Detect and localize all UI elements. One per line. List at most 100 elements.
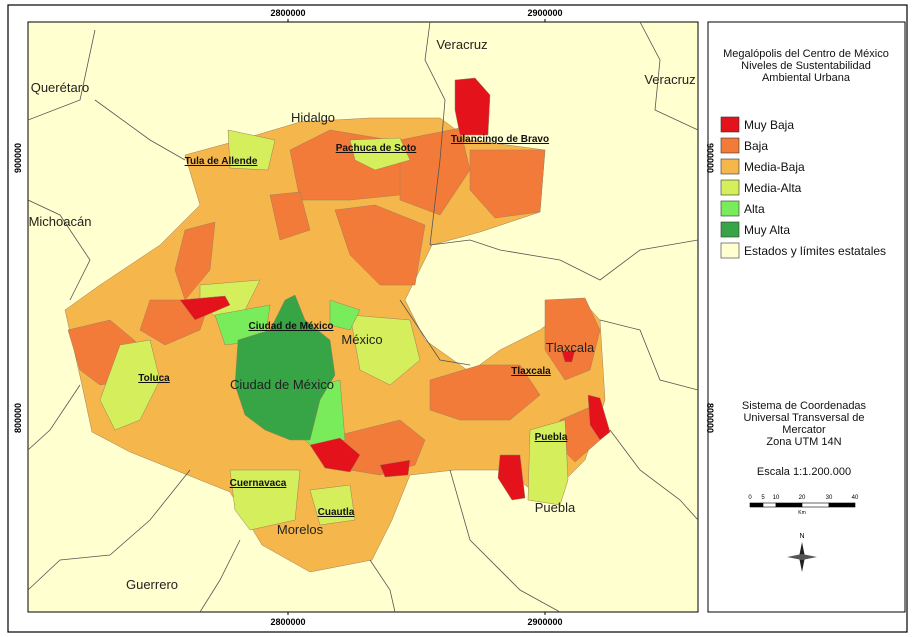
region-polygon (454, 77, 491, 136)
region-polygon (227, 129, 276, 171)
region-polygon (309, 437, 361, 473)
state-boundary (369, 559, 396, 612)
city-label: Ciudad de México (248, 321, 333, 332)
city-label: Pachuca de Soto (336, 143, 417, 154)
region-polygon (379, 459, 411, 478)
region-label: México (341, 332, 382, 347)
legend-swatch (720, 221, 740, 238)
state-boundary (199, 539, 241, 612)
scale-tick: 30 (826, 495, 833, 501)
legend-swatch (720, 242, 740, 259)
legend-label: Muy Baja (744, 118, 794, 132)
region-label: Michoacán (29, 214, 92, 229)
north-arrow (787, 554, 817, 560)
state-boundary (399, 299, 471, 366)
scale-tick: 0 (748, 495, 752, 501)
scale-tick: 20 (799, 495, 806, 501)
region-polygon (587, 394, 611, 441)
state-boundary (609, 429, 698, 521)
region-polygon (399, 127, 471, 216)
legend-label: Estados y límites estatales (744, 244, 886, 258)
scale-segment (775, 502, 803, 508)
region-label: Ciudad de México (230, 377, 334, 392)
region-polygon (229, 469, 301, 531)
state-boundary (28, 469, 191, 591)
scale-segment (801, 502, 830, 508)
x-tick-top: 2800000 (270, 8, 305, 18)
region-polygon (497, 454, 526, 501)
scale-segment (749, 502, 764, 508)
region-polygon (309, 484, 356, 526)
region-polygon (99, 339, 161, 431)
state-boundary (28, 199, 91, 301)
legend-swatch (720, 137, 740, 154)
legend-label: Baja (744, 139, 768, 153)
region-polygon (234, 294, 336, 441)
y-tick-right: 800000 (705, 403, 715, 433)
city-label: Cuernavaca (230, 478, 287, 489)
legend-frame (707, 21, 906, 613)
region-label: Puebla (535, 500, 576, 515)
legend-label: Alta (744, 202, 765, 216)
state-boundary (424, 22, 446, 246)
region-polygon (334, 204, 426, 286)
region-polygon (174, 221, 216, 301)
region-polygon (527, 419, 569, 506)
legend-swatch (720, 116, 740, 133)
y-tick-right: 900000 (705, 143, 715, 173)
state-boundary (28, 384, 81, 451)
region-label: Tlaxcala (546, 340, 595, 355)
state-boundary (429, 239, 698, 281)
scale-segment (762, 502, 777, 508)
region-polygon (179, 295, 231, 321)
x-tick-bottom: 2800000 (270, 617, 305, 627)
scale-tick: 5 (761, 495, 765, 501)
coordinate-text: Universal Transversal de (743, 412, 864, 424)
coordinate-text: Sistema de Coordenadas (742, 400, 867, 412)
region-polygon (561, 349, 576, 363)
north-label: N (799, 533, 804, 540)
x-tick-top: 2900000 (527, 8, 562, 18)
city-label: Tulancingo de Bravo (451, 134, 549, 145)
region-label: Querétaro (31, 80, 90, 95)
legend-swatch (720, 200, 740, 217)
state-boundary (639, 22, 698, 131)
legend-label: Media-Alta (744, 181, 802, 195)
legend-title: Ambiental Urbana (762, 72, 851, 84)
overlay: 2800000 2900000 2800000 2900000 900000 800000… (13, 8, 889, 627)
region-polygon (429, 364, 541, 421)
region-polygon (544, 297, 601, 381)
legend-label: Media-Baja (744, 160, 805, 174)
region-polygon (349, 314, 421, 386)
y-tick-left: 900000 (13, 143, 23, 173)
region-label: Veracruz (436, 37, 487, 52)
legend-title: Niveles de Sustentabilidad (741, 60, 871, 72)
region-label: Veracruz (644, 72, 695, 87)
state-boundary (599, 319, 698, 391)
legend-swatch (720, 179, 740, 196)
region-label: Morelos (277, 522, 324, 537)
scale-tick: 40 (852, 495, 859, 501)
y-tick-left: 800000 (13, 403, 23, 433)
map (28, 22, 698, 612)
region-polygon (469, 149, 546, 219)
coordinate-text: Zona UTM 14N (766, 436, 841, 448)
city-label: Tlaxcala (511, 366, 551, 377)
scale-tick: 10 (773, 495, 780, 501)
state-boundary (28, 29, 96, 121)
legend-label: Muy Alta (744, 223, 790, 237)
city-label: Cuautla (318, 507, 355, 518)
scale-unit: Km (798, 510, 806, 516)
legend-swatch (720, 158, 740, 175)
region-polygon (349, 137, 411, 171)
region-polygon (269, 191, 311, 241)
scale-segment (828, 502, 856, 508)
coordinate-text: Mercator (782, 424, 826, 436)
x-tick-bottom: 2900000 (527, 617, 562, 627)
region-label: Guerrero (126, 577, 178, 592)
legend-title: Megalópolis del Centro de México (723, 48, 889, 60)
region-label: Hidalgo (291, 110, 335, 125)
city-label: Toluca (138, 373, 170, 384)
region-polygon (329, 299, 361, 331)
